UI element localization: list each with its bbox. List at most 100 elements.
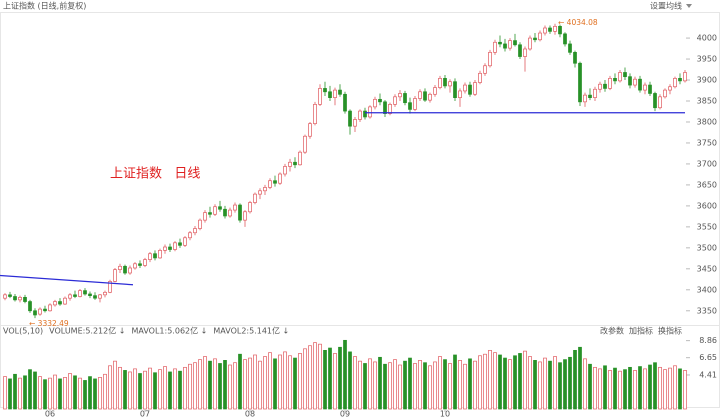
y-tick-label: 3850 (697, 97, 717, 106)
candle-body (13, 296, 17, 301)
candle-body (353, 119, 357, 127)
candle-body (328, 91, 332, 98)
candle-body (38, 308, 42, 315)
candle-body (33, 310, 37, 316)
candle-body (43, 308, 47, 312)
volume-bar (328, 347, 332, 410)
candle-body (628, 76, 632, 86)
volume-bar (73, 375, 77, 410)
candle-body (178, 242, 182, 246)
settings-button[interactable]: 设置均线 (650, 1, 682, 11)
candle-body (438, 77, 442, 88)
x-tick-label: 09 (340, 410, 350, 419)
high-label: ← 4034.08 (558, 18, 598, 27)
indicator-button[interactable]: 改参数 (600, 326, 624, 336)
volume-bar (333, 353, 337, 410)
candle-body (218, 206, 222, 210)
candle-body (298, 151, 302, 166)
volume-bar (228, 364, 232, 410)
volume-bar (443, 359, 447, 410)
candle-body (428, 93, 432, 101)
y-tick-label: 3900 (697, 76, 717, 85)
candle-body (663, 89, 667, 98)
volume-bar (323, 349, 327, 410)
candle-body (213, 206, 217, 215)
annotation: 上证指数 日线 (110, 167, 200, 182)
volume-bar (223, 360, 227, 410)
candle-body (138, 263, 142, 266)
candle-body (323, 88, 327, 93)
candle-body (608, 77, 612, 89)
candle-body (228, 209, 232, 217)
volume-bar (288, 355, 292, 410)
indicator-button[interactable]: 换指标 (658, 326, 682, 336)
volume-tick-label: 6.65 (699, 353, 717, 362)
volume-bar (173, 368, 177, 410)
volume-bar (588, 363, 592, 410)
volume-bar (253, 354, 257, 410)
candle-body (658, 96, 662, 109)
volume-bar (438, 356, 442, 410)
candle-body (283, 166, 287, 175)
volume-bar (453, 354, 457, 410)
volume-bar (393, 359, 397, 410)
y-tick-label: 3500 (697, 243, 717, 252)
volume-bar (383, 363, 387, 410)
y-tick-label: 3750 (697, 138, 717, 147)
volume-bar (398, 364, 402, 410)
volume-bar (178, 370, 182, 410)
volume-bar (3, 376, 7, 410)
candle-body (273, 180, 277, 184)
candle-body (558, 25, 562, 35)
volume-bar (618, 370, 622, 410)
candle-body (63, 297, 67, 305)
volume-bar (478, 355, 482, 410)
volume-bar (278, 354, 282, 410)
volume-bar (123, 370, 127, 410)
candle-body (98, 294, 102, 299)
volume-bar (668, 367, 672, 410)
volume-bar (233, 362, 237, 410)
volume-bar (578, 346, 582, 410)
volume-label: VOLUME:5.212亿 ↓ (49, 326, 125, 336)
candle-body (623, 72, 627, 78)
volume-bar (353, 356, 357, 410)
indicator-button[interactable]: 加指标 (629, 326, 653, 336)
candle-body (638, 78, 642, 91)
y-tick-label: 3450 (697, 264, 717, 273)
candle-body (123, 265, 127, 274)
candle-body (338, 89, 342, 95)
volume-bar (583, 358, 587, 410)
candle-body (548, 27, 552, 32)
candle-body (528, 37, 532, 50)
y-tick-label: 3550 (697, 222, 717, 231)
candle-body (468, 84, 472, 95)
candle-body (433, 87, 437, 95)
volume-bar (218, 363, 222, 410)
volume-bar (68, 373, 72, 410)
volume-bar (563, 359, 567, 410)
volume-bar (388, 362, 392, 410)
candle-body (583, 94, 587, 103)
candle-body (293, 161, 297, 166)
volume-bar (208, 360, 212, 410)
y-tick-label: 3400 (697, 285, 717, 294)
volume-bar (238, 353, 242, 410)
volume-bar (553, 356, 557, 410)
candle-body (28, 301, 32, 312)
volume-bar (33, 371, 37, 410)
volume-bar (523, 350, 527, 410)
volume-bar (483, 353, 487, 410)
candle-body (453, 81, 457, 98)
volume-bar (258, 360, 262, 410)
volume-bar (93, 378, 97, 410)
candle-body (158, 250, 162, 259)
volume-bar (653, 362, 657, 410)
volume-bar (153, 372, 157, 410)
candle-body (378, 98, 382, 103)
y-tick-label: 3350 (697, 306, 717, 315)
volume-bar (643, 368, 647, 410)
candle-body (173, 242, 177, 250)
candle-body (448, 81, 452, 87)
y-tick-label: 3650 (697, 180, 717, 189)
